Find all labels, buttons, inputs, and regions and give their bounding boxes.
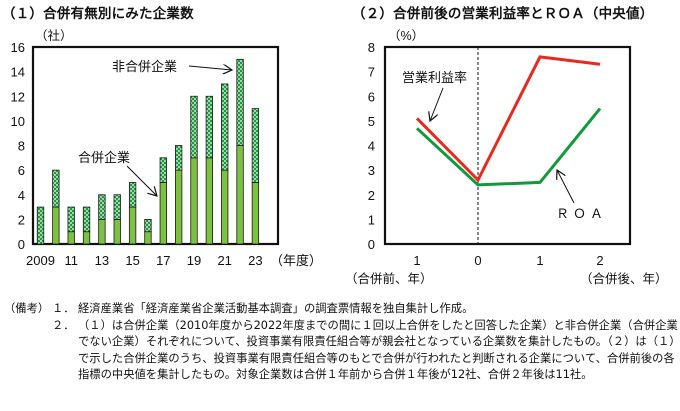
note-number: １．: [52, 302, 75, 315]
bar-merged: [159, 182, 167, 245]
y-axis-unit: （%）: [388, 29, 424, 43]
notes-lead: （備考）: [4, 302, 50, 315]
x-tick-label: 1: [536, 253, 543, 268]
y-tick-label: 12: [11, 89, 25, 104]
y-tick-label: 1: [368, 212, 375, 227]
bar-merged: [98, 218, 106, 245]
bar-merged: [190, 157, 198, 245]
line-operating-margin: [415, 55, 601, 183]
left-bar-chart: 0 2 4 6 8 10 12 14 16 （社） 2009 11 13 15 17 19 21 23 （年度） 非合…: [11, 28, 322, 268]
y-tick-label: 6: [368, 89, 375, 104]
y-tick-label: 8: [368, 40, 375, 55]
y-tick-label: 2: [18, 212, 25, 227]
bar-merged: [144, 231, 152, 245]
bar-non-merged: [36, 206, 45, 245]
bar-non-merged: [221, 83, 229, 171]
arrow-icon: [557, 170, 575, 204]
x-tick-label: 2009: [26, 253, 55, 268]
x-tick-label: 13: [95, 253, 109, 268]
bar-merged: [221, 169, 229, 245]
notes-section: （備考） １． 経済産業省「経済産業省企業活動基本調査」の調査票情報を独自集計し…: [4, 301, 680, 384]
y-tick-label: 10: [11, 114, 25, 129]
right-line-chart: 0 1 2 3 4 5 6 7 8 （%） 1 0 1 2 （合併前、年） （合併後、年） 営業利益率 ＲＯＡ: [345, 29, 668, 286]
arrow-icon: [126, 165, 157, 196]
y-tick-label: 5: [368, 114, 375, 129]
right-chart-title: （２）合併前後の営業利益率とＲＯＡ（中央値）: [352, 6, 654, 22]
bar-merged: [128, 206, 137, 245]
x-tick-label: 11: [64, 253, 78, 268]
y-axis-unit: （社）: [35, 28, 73, 43]
bar-non-merged: [251, 108, 260, 183]
x-tick-label: 0: [474, 253, 481, 268]
y-tick-label: 4: [368, 139, 375, 154]
bar-merged: [251, 182, 260, 245]
arrow-icon: [430, 87, 444, 121]
bar-non-merged: [98, 194, 106, 220]
annotation-merged: 合併企業: [78, 150, 130, 165]
bar-non-merged: [174, 145, 183, 171]
bar-merged: [205, 157, 214, 245]
y-tick-label: 14: [11, 65, 25, 80]
bar-merged: [174, 169, 183, 245]
y-tick-label: 16: [11, 40, 25, 55]
x-tick-label: 19: [187, 253, 201, 268]
bar-non-merged: [144, 218, 152, 233]
bar-non-merged: [236, 58, 244, 146]
note-text: 経済産業省「経済産業省企業活動基本調査」の調査票情報を独自集計し作成。: [78, 302, 474, 315]
annotation-non-merged: 非合併企業: [112, 59, 177, 74]
note-text: （１）は合併企業（2010年度から2022年度までの間に１回以上合併をしたと回答…: [78, 318, 678, 382]
x-sublabel-before: （合併前、年）: [345, 271, 433, 286]
x-tick-label: 15: [125, 253, 139, 268]
bar-non-merged: [190, 95, 198, 159]
x-tick-label: 23: [248, 253, 262, 268]
note-number: ２．: [52, 318, 75, 332]
x-tick-label: 1: [413, 253, 420, 268]
bar-non-merged: [128, 182, 137, 208]
line-roa: [415, 107, 602, 187]
note-row-2: ２． （１）は合併企業（2010年度から2022年度までの間に１回以上合併をした…: [4, 318, 680, 384]
bar-non-merged: [52, 169, 60, 208]
x-tick-label: 17: [156, 253, 170, 268]
x-tick-label: 2: [596, 253, 603, 268]
x-tick-label: 21: [217, 253, 231, 268]
plot-frame: [383, 45, 632, 246]
y-tick-label: 0: [368, 237, 375, 252]
note-row-1: （備考） １． 経済産業省「経済産業省企業活動基本調査」の調査票情報を独自集計し…: [4, 301, 680, 318]
y-tick-label: 6: [18, 163, 25, 178]
y-tick-label: 0: [18, 237, 25, 252]
annotation-roa: ＲＯＡ: [556, 206, 607, 221]
x-axis-unit: （年度）: [270, 253, 322, 268]
bar-non-merged: [67, 206, 75, 233]
y-tick-label: 4: [18, 188, 25, 203]
y-tick-label: 8: [18, 139, 25, 154]
left-chart-title: （１）合併有無別にみた企業数: [2, 6, 194, 22]
arrow-icon: [188, 66, 232, 70]
bar-merged: [67, 231, 75, 245]
y-tick-label: 7: [368, 65, 375, 80]
bar-merged: [52, 206, 60, 245]
bar-merged: [113, 218, 121, 245]
bar-merged: [236, 145, 244, 245]
annotation-operating-margin: 営業利益率: [402, 70, 467, 85]
x-sublabel-after: （合併後、年）: [580, 271, 668, 286]
y-tick-label: 2: [368, 188, 375, 203]
bar-merged: [82, 231, 91, 245]
bar-non-merged: [113, 194, 121, 220]
bar-non-merged: [159, 157, 167, 183]
bar-non-merged: [205, 95, 214, 159]
y-tick-label: 3: [368, 163, 375, 178]
bar-non-merged: [82, 206, 91, 233]
